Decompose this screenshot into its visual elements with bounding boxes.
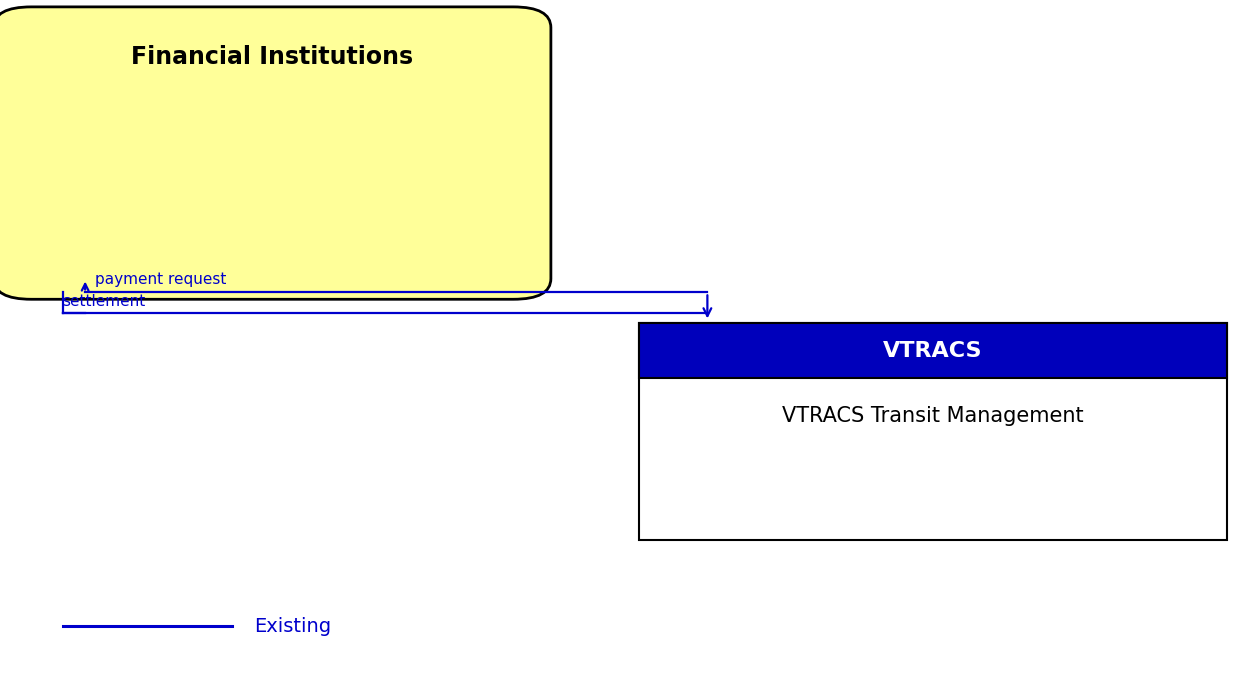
FancyBboxPatch shape [0,7,551,299]
Text: VTRACS Transit Management: VTRACS Transit Management [782,406,1083,426]
Text: settlement: settlement [63,294,145,309]
Bar [639,323,1227,540]
Text: Financial Institutions: Financial Institutions [131,45,413,69]
Text: payment request: payment request [95,272,227,287]
Bar [639,323,1227,378]
Text: VTRACS: VTRACS [883,341,983,361]
Text: Existing: Existing [254,616,332,636]
